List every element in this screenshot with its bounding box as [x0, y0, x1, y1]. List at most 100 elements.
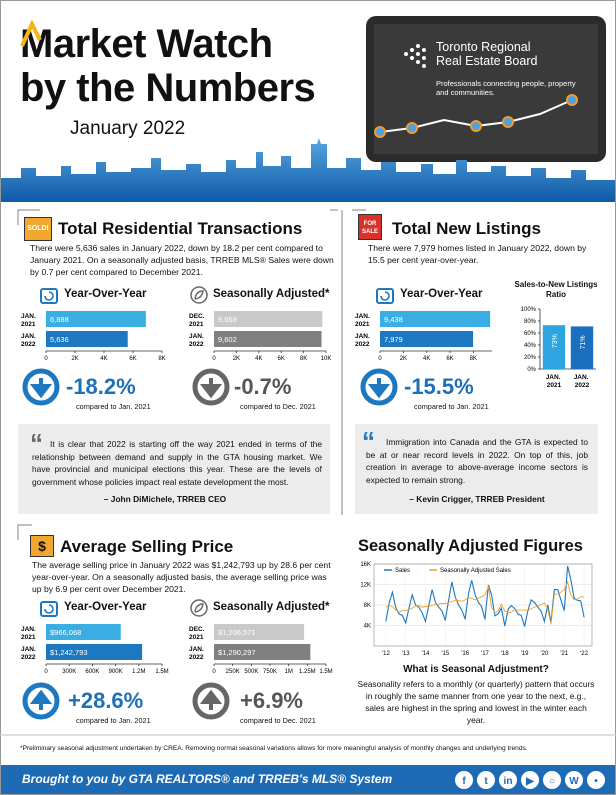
x-tick-label: 2K [233, 356, 240, 362]
category-label: DEC. 2021 [189, 626, 206, 641]
section-title: Average Selling Price [60, 537, 234, 556]
bar [214, 644, 311, 660]
value-label: $966,068 [50, 628, 81, 637]
sa-chart: 9,668 DEC. 2021 9,602 JAN. 2022 0 2K 4K 6K 8K 10K [186, 307, 334, 363]
bar [46, 644, 143, 660]
down-arrow [22, 368, 60, 406]
x-tick-label: 4K [100, 356, 107, 362]
leaf-icon [190, 599, 208, 617]
svg-text:•: • [594, 776, 598, 787]
value-label: 9,602 [218, 335, 237, 344]
sold-icon: SOLD! [24, 217, 52, 241]
bar [380, 311, 491, 327]
sa-label: Seasonally Adjusted* [213, 288, 330, 300]
section-title: Seasonally Adjusted Figures [358, 537, 583, 555]
category-label: JAN. 2022 [189, 646, 206, 661]
x-tick-label: 8K [300, 356, 307, 362]
x-tick-label: 4K [255, 356, 262, 362]
quote-box [18, 424, 330, 514]
calendar-icon [376, 288, 394, 304]
footer-text: Brought to you by GTA REALTORS® and TRRE… [22, 772, 393, 786]
sa-note: compared to Dec. 2021 [240, 716, 316, 725]
category-label: JAN. 2022 [189, 333, 206, 348]
category-label: JAN. 2021 [355, 313, 372, 328]
category-label: JAN. 2022 [574, 374, 591, 389]
quote-author: – John DiMichele, TRREB CEO [103, 494, 227, 504]
x-tick-label: '12 [382, 651, 390, 657]
yoy-label: Year-Over-Year [400, 288, 483, 300]
x-tick-label: '15 [441, 651, 449, 657]
value-label: $1,290,297 [218, 648, 256, 657]
y-tick-label: 40% [524, 343, 537, 349]
yoy-note: compared to Jan. 2021 [414, 402, 489, 411]
leaf-icon [190, 286, 208, 304]
bar [214, 624, 305, 640]
bar [542, 325, 566, 369]
calendar-icon [40, 288, 58, 304]
y-tick-label: 20% [524, 355, 537, 361]
y-tick-label: 0% [527, 367, 536, 373]
yoy-chart: $966,068 JAN. 2021 $1,242,793 JAN. 2022 0 300… [18, 620, 170, 676]
y-tick-label: 16K [360, 562, 371, 568]
category-label: JAN. 2022 [21, 333, 38, 348]
series-line [385, 580, 585, 625]
x-tick-label: 8K [470, 356, 477, 362]
value-label: 7,979 [384, 335, 403, 344]
chart-svg: $966,068 JAN. 2021 $1,242,793 JAN. 2022 0 300… [21, 624, 169, 675]
y-tick-label: 80% [524, 319, 537, 325]
yoy-change: -15.5% [404, 374, 474, 399]
chart-svg: 6,888 JAN. 2021 5,636 JAN. 2022 0 2K 4K 6K 8K [21, 311, 166, 362]
legend-label: Sales [395, 568, 410, 574]
monitor [366, 16, 606, 162]
section-text: The average selling price in January 202… [32, 560, 331, 594]
x-tick-label: 6K [129, 356, 136, 362]
category-label: JAN. 2022 [21, 646, 38, 661]
y-tick-label: 4K [364, 624, 371, 630]
sa-chart: $1,206,571 DEC. 2021 $1,290,297 JAN. 2022 0 2… [186, 620, 334, 676]
x-tick-label: 0 [378, 356, 382, 362]
svg-text:in: in [504, 776, 513, 787]
skyline [1, 138, 615, 202]
x-tick-label: 0 [44, 356, 48, 362]
ratio-chart: 0% 20% 40% 60% 80% 100% 73% JAN. 2021 71% JAN. 20… [508, 303, 602, 413]
sa-change: +6.9% [240, 688, 303, 713]
y-tick-label: 100% [521, 307, 537, 313]
x-tick-label: 0 [212, 356, 216, 362]
title-accent [20, 20, 42, 47]
category-label: JAN. 2021 [21, 626, 38, 641]
svg-text:○: ○ [549, 776, 555, 787]
y-tick-label: 8K [364, 603, 371, 609]
chart-svg: 9,438 JAN. 2021 7,979 JAN. 2022 0 2K 4K 6K 8K [355, 311, 492, 362]
quote-text: It is clear that 2022 is starting off th… [32, 439, 322, 487]
chart-svg: 4K 8K 12K 16K '12 '13 '14 '15 '16 '17 '18 '19 '20 '21… [360, 562, 593, 657]
x-tick-label: '21 [560, 651, 568, 657]
value-label: $1,242,793 [50, 648, 88, 657]
yoy-chart: 6,888 JAN. 2021 5,636 JAN. 2022 0 2K 4K 6K 8K [18, 307, 170, 363]
yoy-label: Year-Over-Year [64, 288, 147, 300]
x-tick-label: 2K [71, 356, 78, 362]
x-tick-label: 2K [400, 356, 407, 362]
title-line1: Market Watch [20, 22, 273, 66]
value-label: $1,206,571 [218, 628, 256, 637]
for-sale-icon: FOR SALE [358, 214, 382, 240]
x-tick-label: '18 [501, 651, 509, 657]
x-tick-label: '17 [481, 651, 489, 657]
category-label: JAN. 2021 [21, 313, 38, 328]
footnote: *Preliminary seasonal adjustment underta… [20, 745, 528, 752]
svg-text:W: W [569, 776, 579, 787]
social-icons[interactable]: f t in ▶ ○ W • [452, 768, 608, 792]
x-tick-label: '14 [422, 651, 430, 657]
value-label: 9,438 [384, 315, 403, 324]
bar [214, 311, 323, 327]
x-tick-label: 1.5M [155, 669, 168, 675]
yoy-note: compared to Jan. 2021 [76, 402, 151, 411]
x-tick-label: 250K [226, 669, 240, 675]
value-label: 71% [580, 335, 587, 349]
x-tick-label: 600K [85, 669, 99, 675]
x-tick-label: 0 [44, 669, 48, 675]
sa-note: compared to Dec. 2021 [240, 402, 316, 411]
chart-svg: 0% 20% 40% 60% 80% 100% 73% JAN. 2021 71% JAN. 20… [521, 307, 596, 389]
x-tick-label: 1.25M [299, 669, 316, 675]
ratio-title: Sales-to-New Listings Ratio [514, 280, 598, 299]
